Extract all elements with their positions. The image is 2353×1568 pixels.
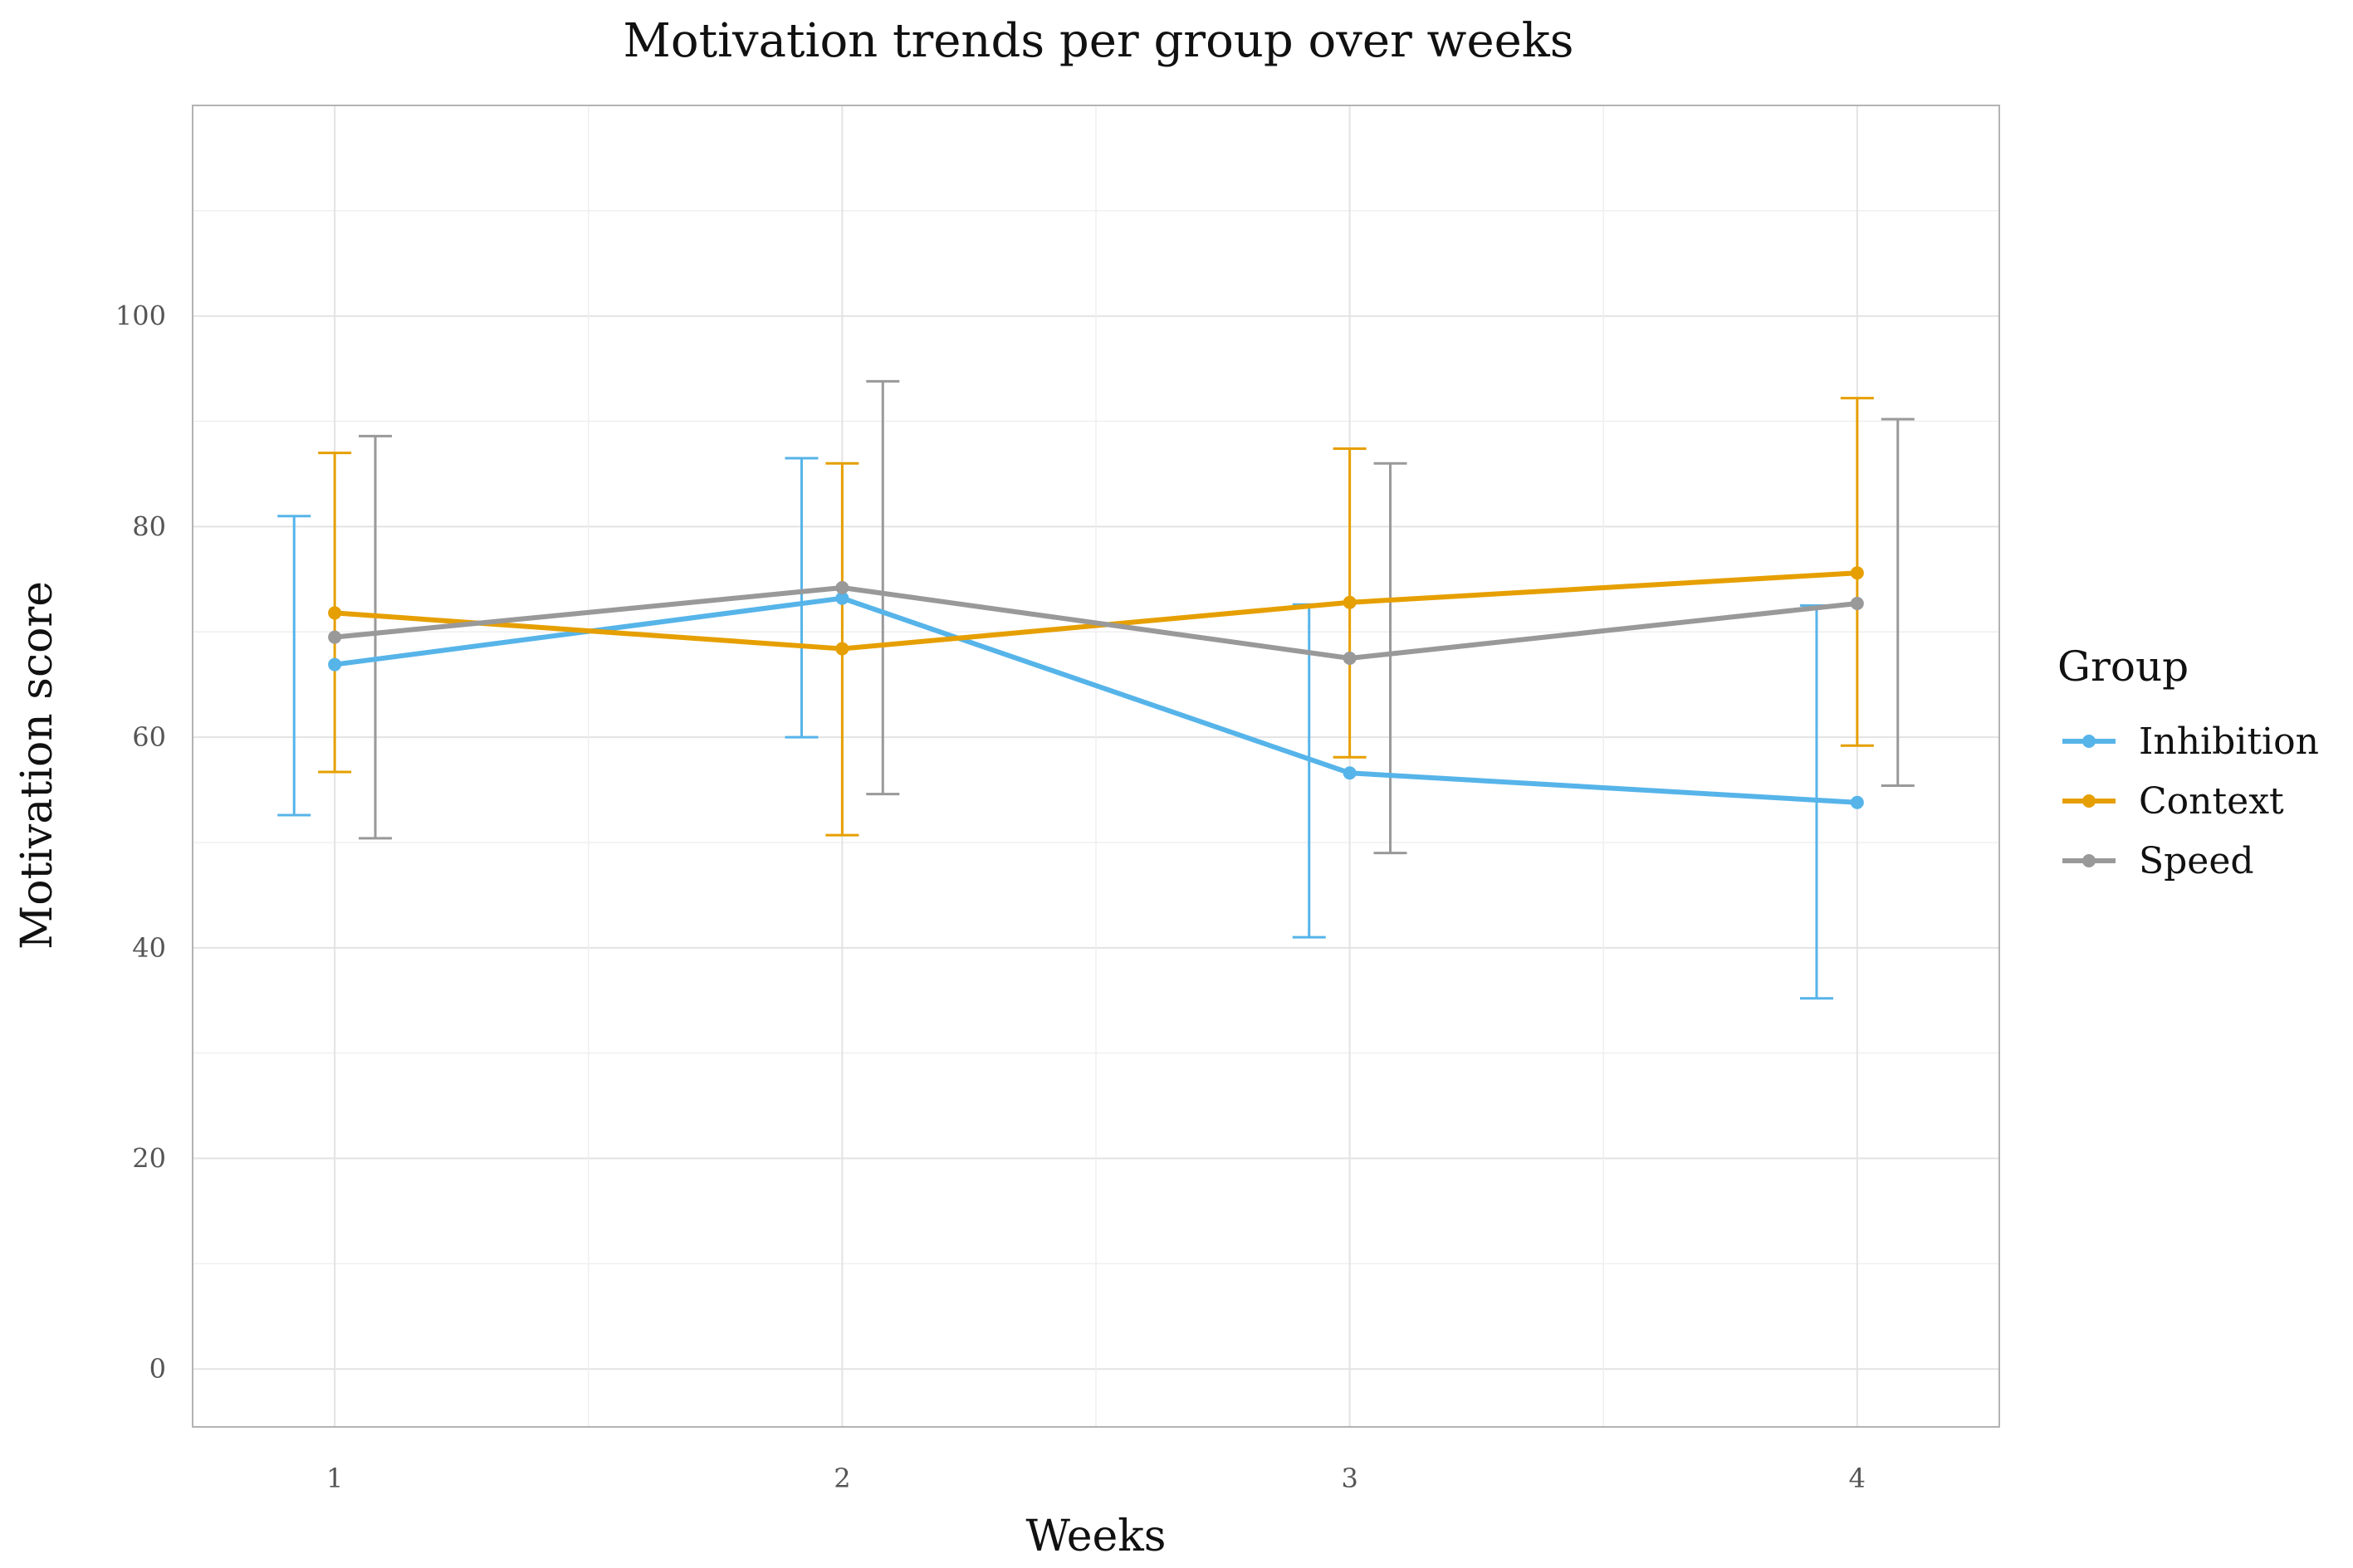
data-point-speed <box>328 630 342 644</box>
x-tick-label: 4 <box>1849 1463 1866 1494</box>
x-tick-label: 1 <box>326 1463 343 1494</box>
x-axis-title: Weeks <box>1026 1512 1167 1561</box>
x-tick-label: 3 <box>1341 1463 1358 1494</box>
data-point-inhibition <box>328 657 342 672</box>
data-point-context <box>835 642 849 656</box>
x-tick-label: 2 <box>834 1463 850 1494</box>
grid <box>193 105 1999 1427</box>
y-tick-label: 0 <box>149 1353 166 1385</box>
legend-key-point <box>2082 794 2096 808</box>
series-line-context <box>334 570 1858 652</box>
data-point-context <box>1850 566 1864 580</box>
error-bar <box>1373 462 1407 855</box>
data-point-context <box>1343 595 1357 609</box>
y-tick-label: 80 <box>132 510 166 542</box>
legend-key-point <box>2082 735 2096 748</box>
legend-key-point <box>2082 854 2096 867</box>
legend-item-inhibition: Inhibition <box>2062 720 2319 763</box>
series-lines <box>334 570 1858 805</box>
error-bar <box>359 434 393 840</box>
y-tick-label: 40 <box>132 932 166 964</box>
legend-label: Context <box>2139 780 2284 823</box>
data-point-context <box>328 606 342 620</box>
y-axis-title: Motivation score <box>12 581 62 950</box>
series-points <box>328 566 1864 809</box>
y-tick-label: 20 <box>132 1143 166 1175</box>
legend-label: Inhibition <box>2139 720 2319 763</box>
plot-panel-border <box>192 105 2000 1428</box>
y-axis-ticks: 0 20 40 60 80 100 <box>115 300 166 1385</box>
y-tick-label: 100 <box>115 300 166 332</box>
y-tick-label: 60 <box>132 721 166 753</box>
data-point-inhibition <box>835 591 849 605</box>
error-bar <box>1881 418 1915 787</box>
legend-label: Speed <box>2139 840 2254 882</box>
data-point-speed <box>835 580 849 594</box>
chart-title: Motivation trends per group over weeks <box>624 14 1574 68</box>
legend-item-context: Context <box>2062 780 2284 823</box>
x-axis-ticks: 1 2 3 4 <box>326 1463 1866 1494</box>
error-bar <box>277 515 311 817</box>
legend: Group Inhibition Context Speed <box>2057 642 2319 882</box>
legend-title: Group <box>2057 642 2189 691</box>
error-bar <box>866 379 900 796</box>
data-point-speed <box>1343 651 1357 665</box>
error-bar <box>785 457 819 739</box>
data-point-inhibition <box>1850 795 1864 809</box>
data-point-inhibition <box>1343 766 1357 780</box>
data-point-speed <box>1850 597 1864 611</box>
series-line-speed <box>334 584 1858 661</box>
legend-item-speed: Speed <box>2062 840 2254 882</box>
